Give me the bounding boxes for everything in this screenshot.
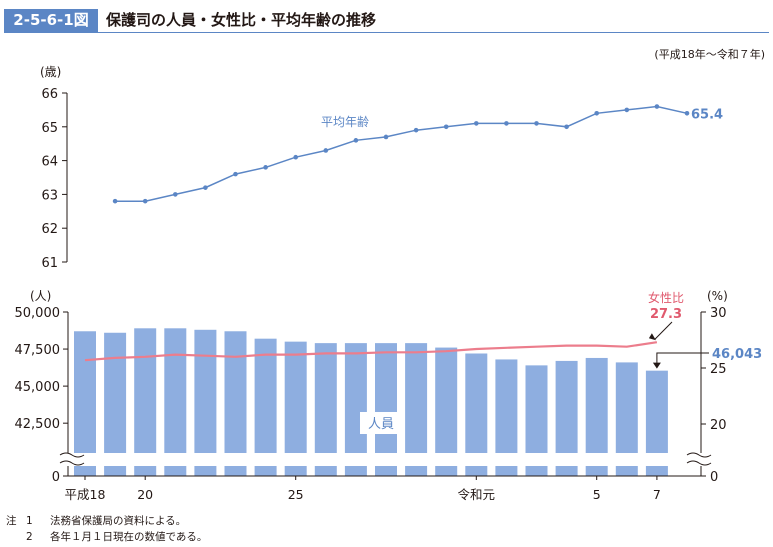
x-tick-label: 令和元 (458, 487, 496, 502)
axis-break-mark-left (59, 452, 85, 458)
personnel-bar (555, 360, 578, 476)
age-point (203, 185, 208, 190)
note-mark: 注 (6, 515, 17, 527)
personnel-tick-label: 50,000 (15, 306, 61, 321)
note-1: 注 1 法務省保護局の資料による。 (6, 513, 207, 529)
x-tick-label: 20 (137, 487, 153, 502)
axis-break-mark-right (686, 452, 712, 458)
ratio-arrow (654, 321, 673, 340)
age-tick-label: 62 (41, 222, 58, 237)
personnel-bar (435, 347, 458, 476)
personnel-tick-label: 42,500 (15, 417, 61, 432)
age-point (293, 154, 299, 160)
age-point (233, 171, 238, 177)
age-point (443, 124, 449, 130)
personnel-bar (164, 328, 187, 476)
personnel-arrow-head (652, 362, 661, 369)
age-tick-label: 65 (41, 121, 58, 136)
personnel-label-box (360, 412, 402, 434)
age-tick-label: 66 (41, 87, 58, 102)
personnel-bar (134, 328, 157, 476)
personnel-tick-label: 45,000 (15, 380, 61, 395)
personnel-arrow (656, 352, 709, 367)
age-point (112, 198, 118, 204)
personnel-bar (645, 370, 668, 476)
personnel-bar (375, 343, 397, 476)
personnel-bar (465, 353, 488, 476)
personnel-series-label: 人員 (368, 417, 394, 432)
note-number: 2 (26, 531, 33, 543)
age-point (564, 124, 569, 130)
age-tick-label: 63 (41, 188, 58, 203)
personnel-bar (405, 343, 428, 476)
ratio-tick-label: 30 (710, 306, 727, 321)
x-tick-label: 平成18 (65, 487, 106, 502)
age-point (624, 107, 630, 113)
personnel-bar (284, 341, 307, 476)
age-point (504, 121, 509, 126)
personnel-bar (254, 338, 277, 476)
age-point (654, 104, 660, 109)
age-point (684, 110, 690, 116)
age-point (323, 148, 329, 153)
age-tick-label: 61 (41, 256, 58, 271)
ratio-tick-label: 25 (710, 362, 727, 377)
female-ratio-label: 女性比 (648, 290, 684, 305)
axis-break-mark-left (59, 460, 85, 466)
period-label: (平成18年〜令和７年) (654, 48, 765, 61)
x-tick-label: 7 (653, 487, 661, 502)
note-text: 法務省保護局の資料による。 (50, 515, 187, 527)
age-point (263, 165, 268, 170)
figure-header: 2-5-6-1図 保護司の人員・女性比・平均年齢の推移 (0, 0, 773, 36)
age-point (142, 198, 148, 204)
axis-break-mark-right (686, 460, 712, 466)
age-point (353, 138, 359, 143)
ratio-arrow-head (648, 333, 656, 341)
age-series-label: 平均年齢 (321, 114, 369, 129)
age-axis-label: (歳) (40, 65, 61, 79)
note-number: 1 (26, 515, 33, 527)
personnel-bar (194, 329, 217, 476)
personnel-bar (74, 331, 96, 476)
personnel-end-label: 46,043 (712, 347, 762, 362)
age-point (413, 127, 419, 133)
personnel-axis-label: (人) (30, 289, 51, 303)
header-rule (4, 32, 769, 33)
note-2: 2 各年１月１日現在の数値である。 (6, 529, 207, 545)
personnel-bar (344, 343, 367, 476)
personnel-tick-label: 47,500 (15, 343, 61, 358)
personnel-bar (615, 362, 638, 476)
female-ratio-value: 27.3 (650, 307, 682, 322)
axis-break-band (60, 453, 709, 466)
age-point (594, 110, 599, 116)
personnel-bar (224, 331, 247, 476)
ratio-tick-label: 0 (710, 470, 718, 485)
personnel-bar (314, 343, 337, 476)
age-point (173, 192, 178, 197)
age-line (115, 105, 688, 202)
personnel-bar (495, 359, 518, 476)
note-text: 各年１月１日現在の数値である。 (50, 531, 208, 543)
personnel-bar (585, 357, 608, 476)
age-point (534, 121, 539, 126)
ratio-tick-label: 20 (710, 418, 727, 433)
age-tick-label: 64 (41, 155, 58, 170)
personnel-tick-label: 0 (52, 470, 60, 485)
age-point (474, 121, 479, 126)
notes: 注 1 法務省保護局の資料による。 2 各年１月１日現在の数値である。 (6, 513, 207, 545)
ratio-axis-label: (%) (707, 289, 728, 303)
figure-number: 2-5-6-1図 (4, 9, 98, 32)
age-point (383, 134, 389, 140)
female-ratio-line (84, 341, 658, 362)
personnel-bar (104, 332, 127, 476)
x-tick-label: 25 (288, 487, 304, 502)
age-end-label: 65.4 (691, 107, 723, 122)
personnel-bar (525, 365, 548, 476)
x-tick-label: 5 (593, 487, 601, 502)
figure-title: 保護司の人員・女性比・平均年齢の推移 (106, 11, 377, 29)
